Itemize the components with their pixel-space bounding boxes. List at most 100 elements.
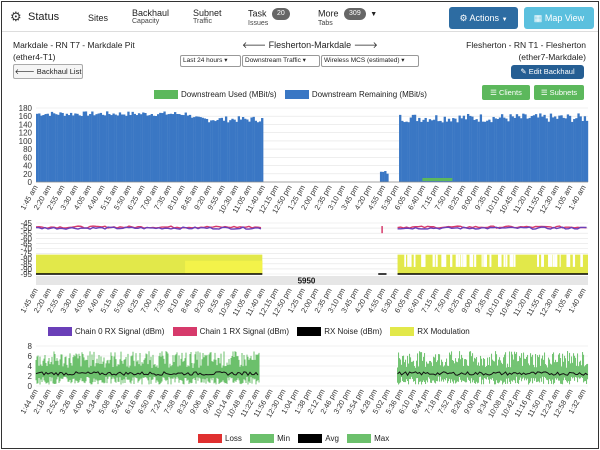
bar-remaining [424,117,427,182]
legend-chain1[interactable]: Chain 1 RX Signal (dBm) [172,327,289,337]
bar-remaining [399,114,402,182]
bar-remaining [135,115,139,182]
metric-value: Downstream Traffic [245,57,301,64]
bar-remaining [137,113,141,182]
bar-remaining [503,117,506,182]
bar-remaining [144,113,147,182]
time-range-select[interactable]: Last 24 hours ▾ [180,55,241,67]
mcs-value: Wireless MCS (estimated) [324,57,400,64]
legend-avg[interactable]: Avg [298,434,339,444]
legend-noise[interactable]: RX Noise (dBm) [297,327,382,337]
nav-sites[interactable]: Sites [88,13,108,23]
bar-remaining [63,115,66,182]
bar-remaining [101,114,105,182]
nav-subnet[interactable]: Subnet Traffic [193,8,222,26]
bar-remaining [405,121,408,182]
legend-max-label: Max [374,434,390,443]
bar-remaining [524,114,527,182]
latency-legend: Loss Min Avg Max [198,434,395,444]
mcs-select[interactable]: Wireless MCS (estimated) ▾ [321,55,419,67]
legend-modulation[interactable]: RX Modulation [390,327,470,337]
legend-chain0[interactable]: Chain 0 RX Signal (dBm) [48,327,164,337]
bar-remaining [44,114,47,182]
nav-backhaul[interactable]: Backhaul Capacity [132,8,169,26]
nav-subnet-sub: Traffic [193,18,213,25]
bar-remaining [227,122,230,182]
bar-remaining [545,118,548,182]
bar-remaining [195,116,198,182]
modulation-gap [489,254,492,267]
y-tick-label: -90 [20,265,32,274]
bar-remaining [224,116,228,182]
edit-backhaul-button[interactable]: ✎ Edit Backhaul [511,65,584,79]
nav-task[interactable]: Task 20 Issues [248,8,290,28]
modulation-gap [550,254,553,267]
bar-remaining [52,113,56,182]
y-tick-label: 0 [28,382,33,391]
backhaul-list-button[interactable]: 🡐 Backhaul List [13,64,83,79]
status-gear-icon[interactable]: ⚙ [10,9,22,24]
legend-used[interactable]: Downstream Used (MBit/s) [154,90,277,100]
left-site-iface: (ether4-T1) [13,52,56,62]
legend-loss[interactable]: Loss [198,434,242,444]
modulation-gap [500,254,502,267]
bar-remaining [517,116,521,182]
nav-more[interactable]: More 309 ▼ Tabs [318,8,377,28]
bar-remaining [91,111,94,182]
modulation-gap [503,254,506,267]
bar-remaining [481,121,485,182]
legend-min[interactable]: Min [250,434,290,444]
bar-remaining [127,111,130,182]
bar-remaining [579,116,582,182]
metric-select[interactable]: Downstream Traffic ▾ [242,55,320,67]
bar-remaining [560,115,563,182]
bar-remaining [464,119,468,182]
y-tick-label: -45 [20,219,32,228]
y-tick-label: 40 [23,162,32,171]
legend-chain1-label: Chain 1 RX Signal (dBm) [199,327,289,336]
modulation-band [185,260,263,274]
y-tick-label: 140 [19,120,33,129]
subnets-button[interactable]: ☰ Subnets [534,85,584,100]
chain0-line [397,226,587,230]
bar-remaining [445,121,449,182]
bar-remaining [452,118,455,182]
y-tick-label: -75 [20,250,32,259]
map-view-button[interactable]: ▦ Map View [524,7,594,29]
modulation-gap [541,254,544,267]
bar-remaining [256,122,260,182]
bar-remaining [78,115,81,182]
traffic-legend: Downstream Used (MBit/s) Downstream Rema… [154,90,433,100]
list-icon: ☰ [490,88,497,97]
bar-remaining [103,115,107,182]
bar-remaining [562,117,565,182]
bar-remaining [148,115,151,182]
bar-remaining [443,116,446,182]
more-badge: 309 [344,8,366,20]
bar-remaining [409,117,412,182]
clients-button[interactable]: ☰ Clients [482,85,530,100]
actions-button[interactable]: ⚙ Actions ▼ [449,7,518,29]
bar-remaining [57,114,60,182]
bar-remaining [188,114,192,182]
bar-remaining [178,114,181,182]
legend-remaining[interactable]: Downstream Remaining (MBit/s) [284,90,427,100]
bar-remaining [50,111,54,182]
bar-remaining [515,114,519,182]
edit-icon: ✎ [520,67,527,76]
bar-remaining [507,121,510,182]
legend-modulation-label: RX Modulation [417,327,470,336]
legend-max[interactable]: Max [347,434,390,444]
bar-remaining [581,120,584,182]
y-tick-label: -80 [20,255,32,264]
bar-remaining [157,114,160,182]
bar-remaining [163,111,166,182]
bar-remaining [214,121,217,182]
bar-remaining [180,114,183,182]
legend-remaining-label: Downstream Remaining (MBit/s) [311,90,427,99]
bar-remaining [494,118,497,182]
signal-chart: -45-50-55-60-65-70-75-80-85-90-9559501:4… [18,219,588,318]
y-tick-label: -55 [20,229,32,238]
